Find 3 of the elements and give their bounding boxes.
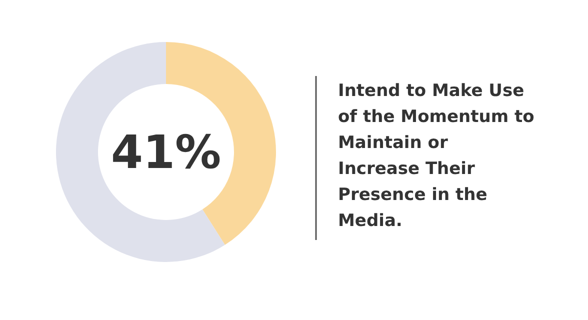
data-label: 41% (110, 125, 222, 179)
donut-slice (56, 42, 225, 262)
text: Intend to Make Use of the Momentum to Maintain or Increase Their Presence in the Media. (338, 81, 534, 231)
